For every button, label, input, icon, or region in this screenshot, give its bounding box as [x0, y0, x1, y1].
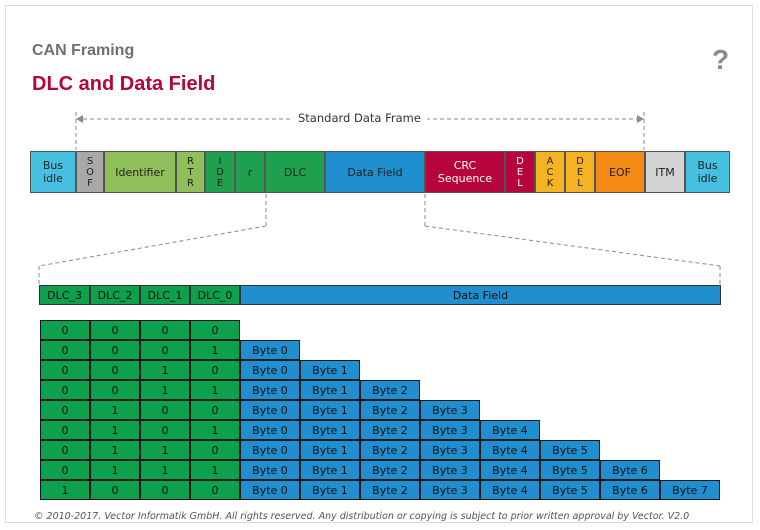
dlc-bit-cell: 0: [190, 480, 240, 500]
segment-data-field: Data Field: [325, 151, 425, 193]
data-field-header: Data Field: [240, 285, 721, 305]
data-byte-cell: Byte 3: [420, 400, 480, 420]
data-byte-cell: Byte 5: [540, 480, 600, 500]
data-byte-cell: Byte 0: [240, 440, 300, 460]
data-byte-cell: Byte 3: [420, 460, 480, 480]
data-byte-cell: Byte 1: [300, 360, 360, 380]
segment-itm: ITM: [645, 151, 685, 193]
dlc-header-dlc-2: DLC_2: [90, 285, 140, 305]
segment-r: r: [235, 151, 265, 193]
data-byte-cell: Byte 3: [420, 420, 480, 440]
data-byte-cell: Byte 2: [360, 460, 420, 480]
dlc-bit-cell: 0: [140, 400, 190, 420]
dlc-header-dlc-1: DLC_1: [140, 285, 190, 305]
dlc-bit-cell: 0: [90, 360, 140, 380]
data-byte-cell: Byte 2: [360, 400, 420, 420]
dlc-bit-cell: 0: [140, 420, 190, 440]
dlc-bit-cell: 1: [40, 480, 90, 500]
dlc-header-dlc-3: DLC_3: [39, 285, 90, 305]
data-byte-cell: Byte 1: [300, 420, 360, 440]
dlc-bit-cell: 0: [40, 340, 90, 360]
slide-subtitle: CAN Framing: [32, 42, 135, 59]
dlc-bit-cell: 1: [190, 340, 240, 360]
data-byte-cell: Byte 0: [240, 460, 300, 480]
data-byte-cell: Byte 2: [360, 480, 420, 500]
segment-bus-idle-left: Bus idle: [30, 151, 76, 193]
dlc-bit-cell: 0: [140, 480, 190, 500]
data-byte-cell: Byte 5: [540, 440, 600, 460]
copyright-footer: © 2010-2017. Vector Informatik GmbH. All…: [34, 511, 690, 522]
data-byte-cell: Byte 1: [300, 480, 360, 500]
data-byte-cell: Byte 1: [300, 440, 360, 460]
dlc-bit-cell: 0: [190, 320, 240, 340]
data-byte-cell: Byte 0: [240, 380, 300, 400]
dlc-bit-cell: 0: [190, 400, 240, 420]
slide-title: DLC and Data Field: [32, 73, 216, 95]
dlc-bit-cell: 1: [140, 440, 190, 460]
dlc-bit-cell: 0: [40, 320, 90, 340]
dlc-bit-cell: 0: [190, 440, 240, 460]
dlc-bit-cell: 0: [90, 480, 140, 500]
dlc-bit-cell: 0: [40, 460, 90, 480]
dlc-bit-cell: 1: [190, 420, 240, 440]
segment-identifier: Identifier: [104, 151, 176, 193]
dlc-bit-cell: 1: [90, 440, 140, 460]
data-byte-cell: Byte 0: [240, 420, 300, 440]
dlc-bit-cell: 1: [190, 380, 240, 400]
data-byte-cell: Byte 1: [300, 460, 360, 480]
data-byte-cell: Byte 3: [420, 440, 480, 460]
data-byte-cell: Byte 3: [420, 480, 480, 500]
data-byte-cell: Byte 6: [600, 480, 660, 500]
dlc-bit-cell: 1: [90, 420, 140, 440]
data-byte-cell: Byte 4: [480, 420, 540, 440]
dlc-bit-cell: 0: [40, 420, 90, 440]
standard-data-frame-label: Standard Data Frame: [292, 111, 427, 125]
data-byte-cell: Byte 0: [240, 400, 300, 420]
data-byte-cell: Byte 5: [540, 460, 600, 480]
dlc-bit-cell: 0: [140, 320, 190, 340]
dlc-bit-cell: 0: [140, 340, 190, 360]
dlc-bit-cell: 0: [90, 380, 140, 400]
data-byte-cell: Byte 4: [480, 440, 540, 460]
segment-crc-sequence: CRC Sequence: [425, 151, 505, 193]
dlc-bit-cell: 0: [190, 360, 240, 380]
dlc-bit-cell: 1: [140, 360, 190, 380]
data-byte-cell: Byte 7: [660, 480, 720, 500]
dlc-bit-cell: 0: [40, 360, 90, 380]
dlc-bit-cell: 0: [90, 320, 140, 340]
slide-border: [5, 5, 753, 523]
data-byte-cell: Byte 0: [240, 360, 300, 380]
dlc-bit-cell: 1: [140, 380, 190, 400]
data-byte-cell: Byte 0: [240, 340, 300, 360]
data-byte-cell: Byte 2: [360, 440, 420, 460]
dlc-bit-cell: 1: [140, 460, 190, 480]
dlc-bit-cell: 1: [90, 400, 140, 420]
dlc-bit-cell: 0: [40, 380, 90, 400]
data-byte-cell: Byte 1: [300, 380, 360, 400]
dlc-header-dlc-0: DLC_0: [190, 285, 240, 305]
data-byte-cell: Byte 6: [600, 460, 660, 480]
data-byte-cell: Byte 0: [240, 480, 300, 500]
data-byte-cell: Byte 4: [480, 460, 540, 480]
dlc-bit-cell: 0: [90, 340, 140, 360]
data-byte-cell: Byte 4: [480, 480, 540, 500]
help-icon[interactable]: ?: [712, 44, 730, 75]
dlc-bit-cell: 0: [40, 400, 90, 420]
data-byte-cell: Byte 2: [360, 380, 420, 400]
dlc-bit-cell: 1: [190, 460, 240, 480]
segment-bus-idle-right: Bus idle: [685, 151, 730, 193]
segment-eof: EOF: [595, 151, 645, 193]
segment-dlc: DLC: [265, 151, 325, 193]
data-byte-cell: Byte 1: [300, 400, 360, 420]
data-byte-cell: Byte 2: [360, 420, 420, 440]
dlc-bit-cell: 0: [40, 440, 90, 460]
dlc-bit-cell: 1: [90, 460, 140, 480]
